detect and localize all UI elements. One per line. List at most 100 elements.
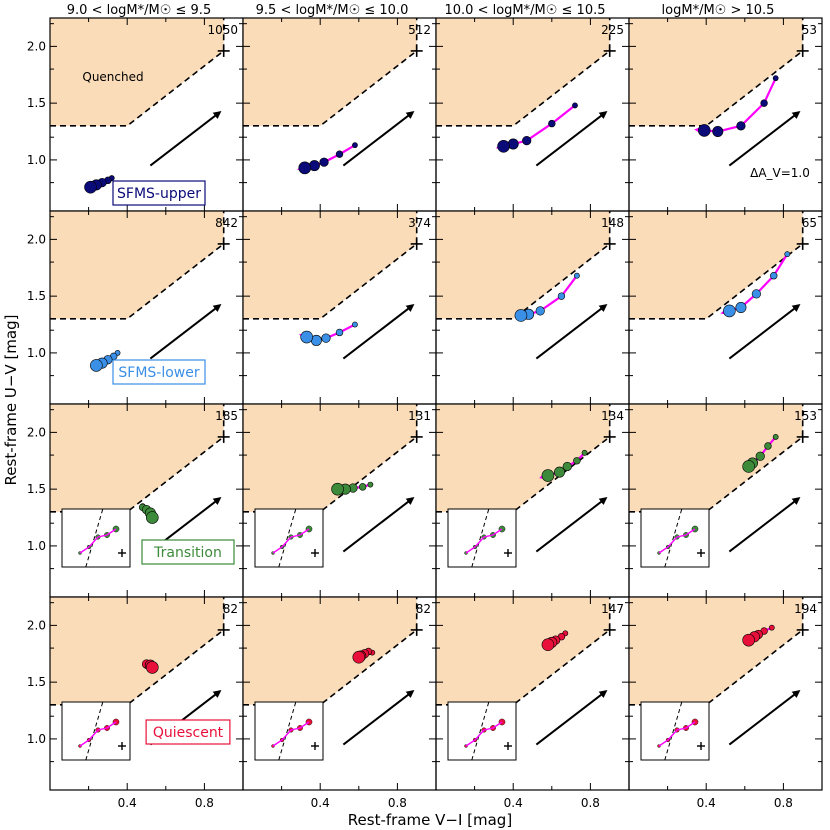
track-point: [335, 328, 344, 337]
quenched-boundary: [243, 18, 418, 127]
x-tick-label: 0.4: [504, 796, 523, 810]
track-point: [573, 272, 580, 279]
row-label-box: [112, 359, 206, 385]
quenched-region: [436, 404, 610, 512]
quenched-boundary: [436, 404, 611, 513]
dust-vector-arrow: [149, 304, 222, 360]
track-point: [751, 289, 761, 299]
dust-vector-arrow: [342, 497, 415, 553]
y-tick-label: 2.0: [27, 618, 46, 632]
panel-r2-c3: 153: [628, 403, 823, 598]
panel-r3-c3: 194: [628, 596, 823, 791]
track-point: [358, 483, 367, 491]
quenched-region: [50, 404, 224, 512]
panel-r1-c2: 148: [435, 210, 630, 405]
panel-r2-c0: 185: [49, 403, 244, 598]
quenched-boundary: [243, 404, 418, 513]
inset-boundary: [278, 508, 297, 568]
quenched-region: [243, 18, 417, 126]
inset-track: [79, 528, 117, 554]
quenched-boundary: [436, 18, 611, 127]
panel-r2-c2: 134: [435, 403, 630, 598]
quenched-boundary: [243, 597, 418, 706]
track-point: [712, 126, 724, 138]
track-point: [557, 292, 566, 300]
column-title: 9.5 < logM*/M☉ ≤ 10.0: [256, 3, 409, 18]
track-point: [331, 482, 344, 496]
track-point: [497, 139, 510, 153]
y-tick-label: 1.5: [27, 482, 46, 496]
track-point: [321, 333, 331, 343]
sample-count: 148: [601, 216, 624, 230]
row-label: Transition: [153, 545, 222, 561]
row-label: Quiescent: [153, 725, 224, 741]
inset-track: [465, 721, 503, 747]
track-point: [572, 102, 578, 109]
y-tick-label: 2.0: [27, 232, 46, 246]
quenched-boundary: [436, 597, 611, 706]
track-point: [90, 359, 103, 372]
y-tick-label: 1.5: [27, 96, 46, 110]
track-point: [755, 451, 765, 461]
row-label-box: [141, 539, 235, 565]
quenched-region: [629, 404, 803, 512]
panel-frame: [628, 596, 823, 791]
dust-vector-label: ΔA_V=1.0: [750, 166, 810, 180]
sample-count: 225: [601, 23, 624, 37]
quenched-boundary: [50, 18, 225, 127]
dust-vector-arrow: [535, 304, 608, 360]
track-point: [736, 121, 746, 131]
y-tick-label: 2.0: [27, 39, 46, 53]
inset-track: [272, 528, 310, 554]
sample-count: 147: [601, 602, 624, 616]
quenched-boundary: [243, 211, 418, 320]
panel-r0-c3: 53: [628, 17, 823, 212]
dust-vector-arrow: [728, 690, 801, 746]
quenched-region: [436, 597, 610, 705]
column-title: 9.0 < logM*/M☉ ≤ 9.5: [67, 3, 211, 18]
dust-vector-arrow: [535, 111, 608, 167]
x-tick-label: 0.8: [581, 796, 600, 810]
quenched-boundary: [629, 211, 804, 320]
dust-vector-arrow: [149, 111, 222, 167]
track-point: [764, 442, 772, 450]
quenched-region: [436, 18, 610, 126]
track-point: [784, 251, 791, 258]
y-axis-label: Rest-frame U−V [mag]: [2, 315, 20, 486]
quenched-boundary: [50, 211, 225, 320]
track-point: [735, 301, 747, 313]
quenched-boundary: [436, 211, 611, 320]
panel-r1-c1: 374: [242, 210, 437, 405]
inset-boundary: [85, 701, 104, 761]
track-point: [760, 99, 768, 107]
sample-count: 512: [408, 23, 431, 37]
sample-count: 82: [223, 602, 238, 616]
quenched-region: [243, 597, 417, 705]
panel-r3-c2: 147: [435, 596, 630, 791]
dust-vector-arrow: [728, 497, 801, 553]
track-point: [522, 136, 532, 146]
column-title: logM*/M☉ > 10.5: [662, 3, 775, 18]
sample-count: 185: [215, 409, 238, 423]
x-axis-label: Rest-frame V−I [mag]: [348, 811, 512, 829]
inset-boundary: [471, 701, 490, 761]
x-tick-label: 0.8: [195, 796, 214, 810]
track-point: [535, 306, 545, 316]
y-tick-label: 1.5: [27, 675, 46, 689]
quenched-region: [436, 211, 610, 319]
track-point: [541, 638, 555, 651]
quenched-boundary: [629, 404, 804, 513]
y-tick-label: 1.5: [27, 289, 46, 303]
track-point: [84, 180, 97, 194]
x-tick-label: 0.8: [388, 796, 407, 810]
quenched-region: [50, 18, 224, 126]
panel-r3-c0: 82: [49, 596, 244, 791]
sample-count: 374: [408, 216, 431, 230]
row-label-box: [145, 719, 231, 745]
quenched-region: [243, 404, 417, 512]
x-tick-label: 0.4: [697, 796, 716, 810]
inset-track: [79, 721, 117, 747]
quenched-boundary: [50, 404, 225, 513]
dust-vector-arrow: [728, 111, 801, 167]
